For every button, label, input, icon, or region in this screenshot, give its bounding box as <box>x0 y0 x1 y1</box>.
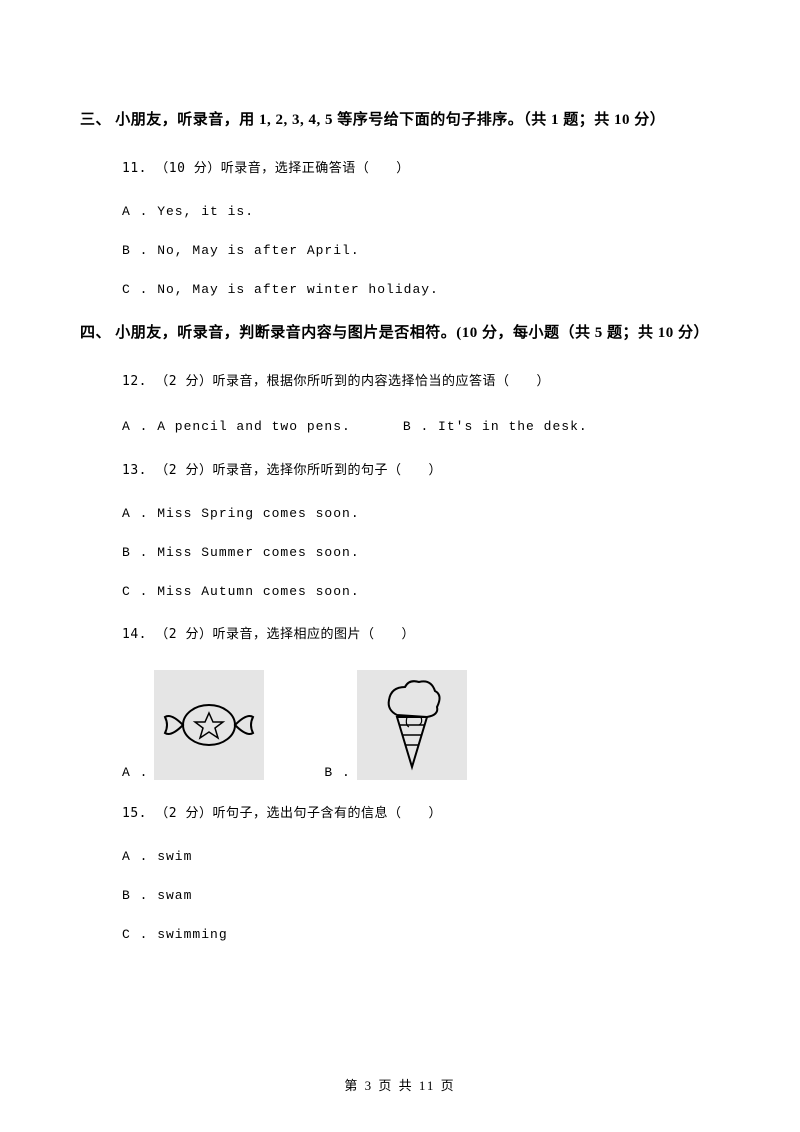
q12-option-a: A . A pencil and two pens. <box>122 419 351 434</box>
ice-cream-cone-icon <box>357 670 467 780</box>
q13-stem: 13. （2 分）听录音，选择你所听到的句子（ ） <box>122 459 720 478</box>
q12-stem: 12. （2 分）听录音，根据你所听到的内容选择恰当的应答语（ ） <box>122 370 720 389</box>
q14-option-b-label: B . <box>324 765 350 780</box>
q11-option-b: B . No, May is after April. <box>122 243 720 258</box>
page-footer: 第 3 页 共 11 页 <box>0 1075 800 1094</box>
q15-option-c: C . swimming <box>122 927 720 942</box>
candy-star-icon <box>154 670 264 780</box>
q11-stem: 11. （10 分）听录音，选择正确答语（ ） <box>122 157 720 176</box>
q15-stem: 15. （2 分）听句子，选出句子含有的信息（ ） <box>122 802 720 821</box>
exam-page: 三、 小朋友，听录音，用 1, 2, 3, 4, 5 等序号给下面的句子排序。（… <box>0 0 800 942</box>
q11-option-a: A . Yes, it is. <box>122 204 720 219</box>
q13-option-b: B . Miss Summer comes soon. <box>122 545 720 560</box>
q15-option-a: A . swim <box>122 849 720 864</box>
q12-options-row: A . A pencil and two pens. B . It's in t… <box>122 417 720 435</box>
q15-option-b: B . swam <box>122 888 720 903</box>
q14-image-options: A . B . <box>122 670 720 780</box>
q11-option-c: C . No, May is after winter holiday. <box>122 282 720 297</box>
q13-option-c: C . Miss Autumn comes soon. <box>122 584 720 599</box>
section-3-heading: 三、 小朋友，听录音，用 1, 2, 3, 4, 5 等序号给下面的句子排序。（… <box>80 108 720 129</box>
q14-option-a-label: A . <box>122 765 148 780</box>
q12-option-b: B . It's in the desk. <box>403 419 588 434</box>
section-4-heading: 四、 小朋友，听录音，判断录音内容与图片是否相符。(10 分，每小题（共 5 题… <box>80 321 720 342</box>
q13-option-a: A . Miss Spring comes soon. <box>122 506 720 521</box>
q14-stem: 14. （2 分）听录音，选择相应的图片（ ） <box>122 623 720 642</box>
